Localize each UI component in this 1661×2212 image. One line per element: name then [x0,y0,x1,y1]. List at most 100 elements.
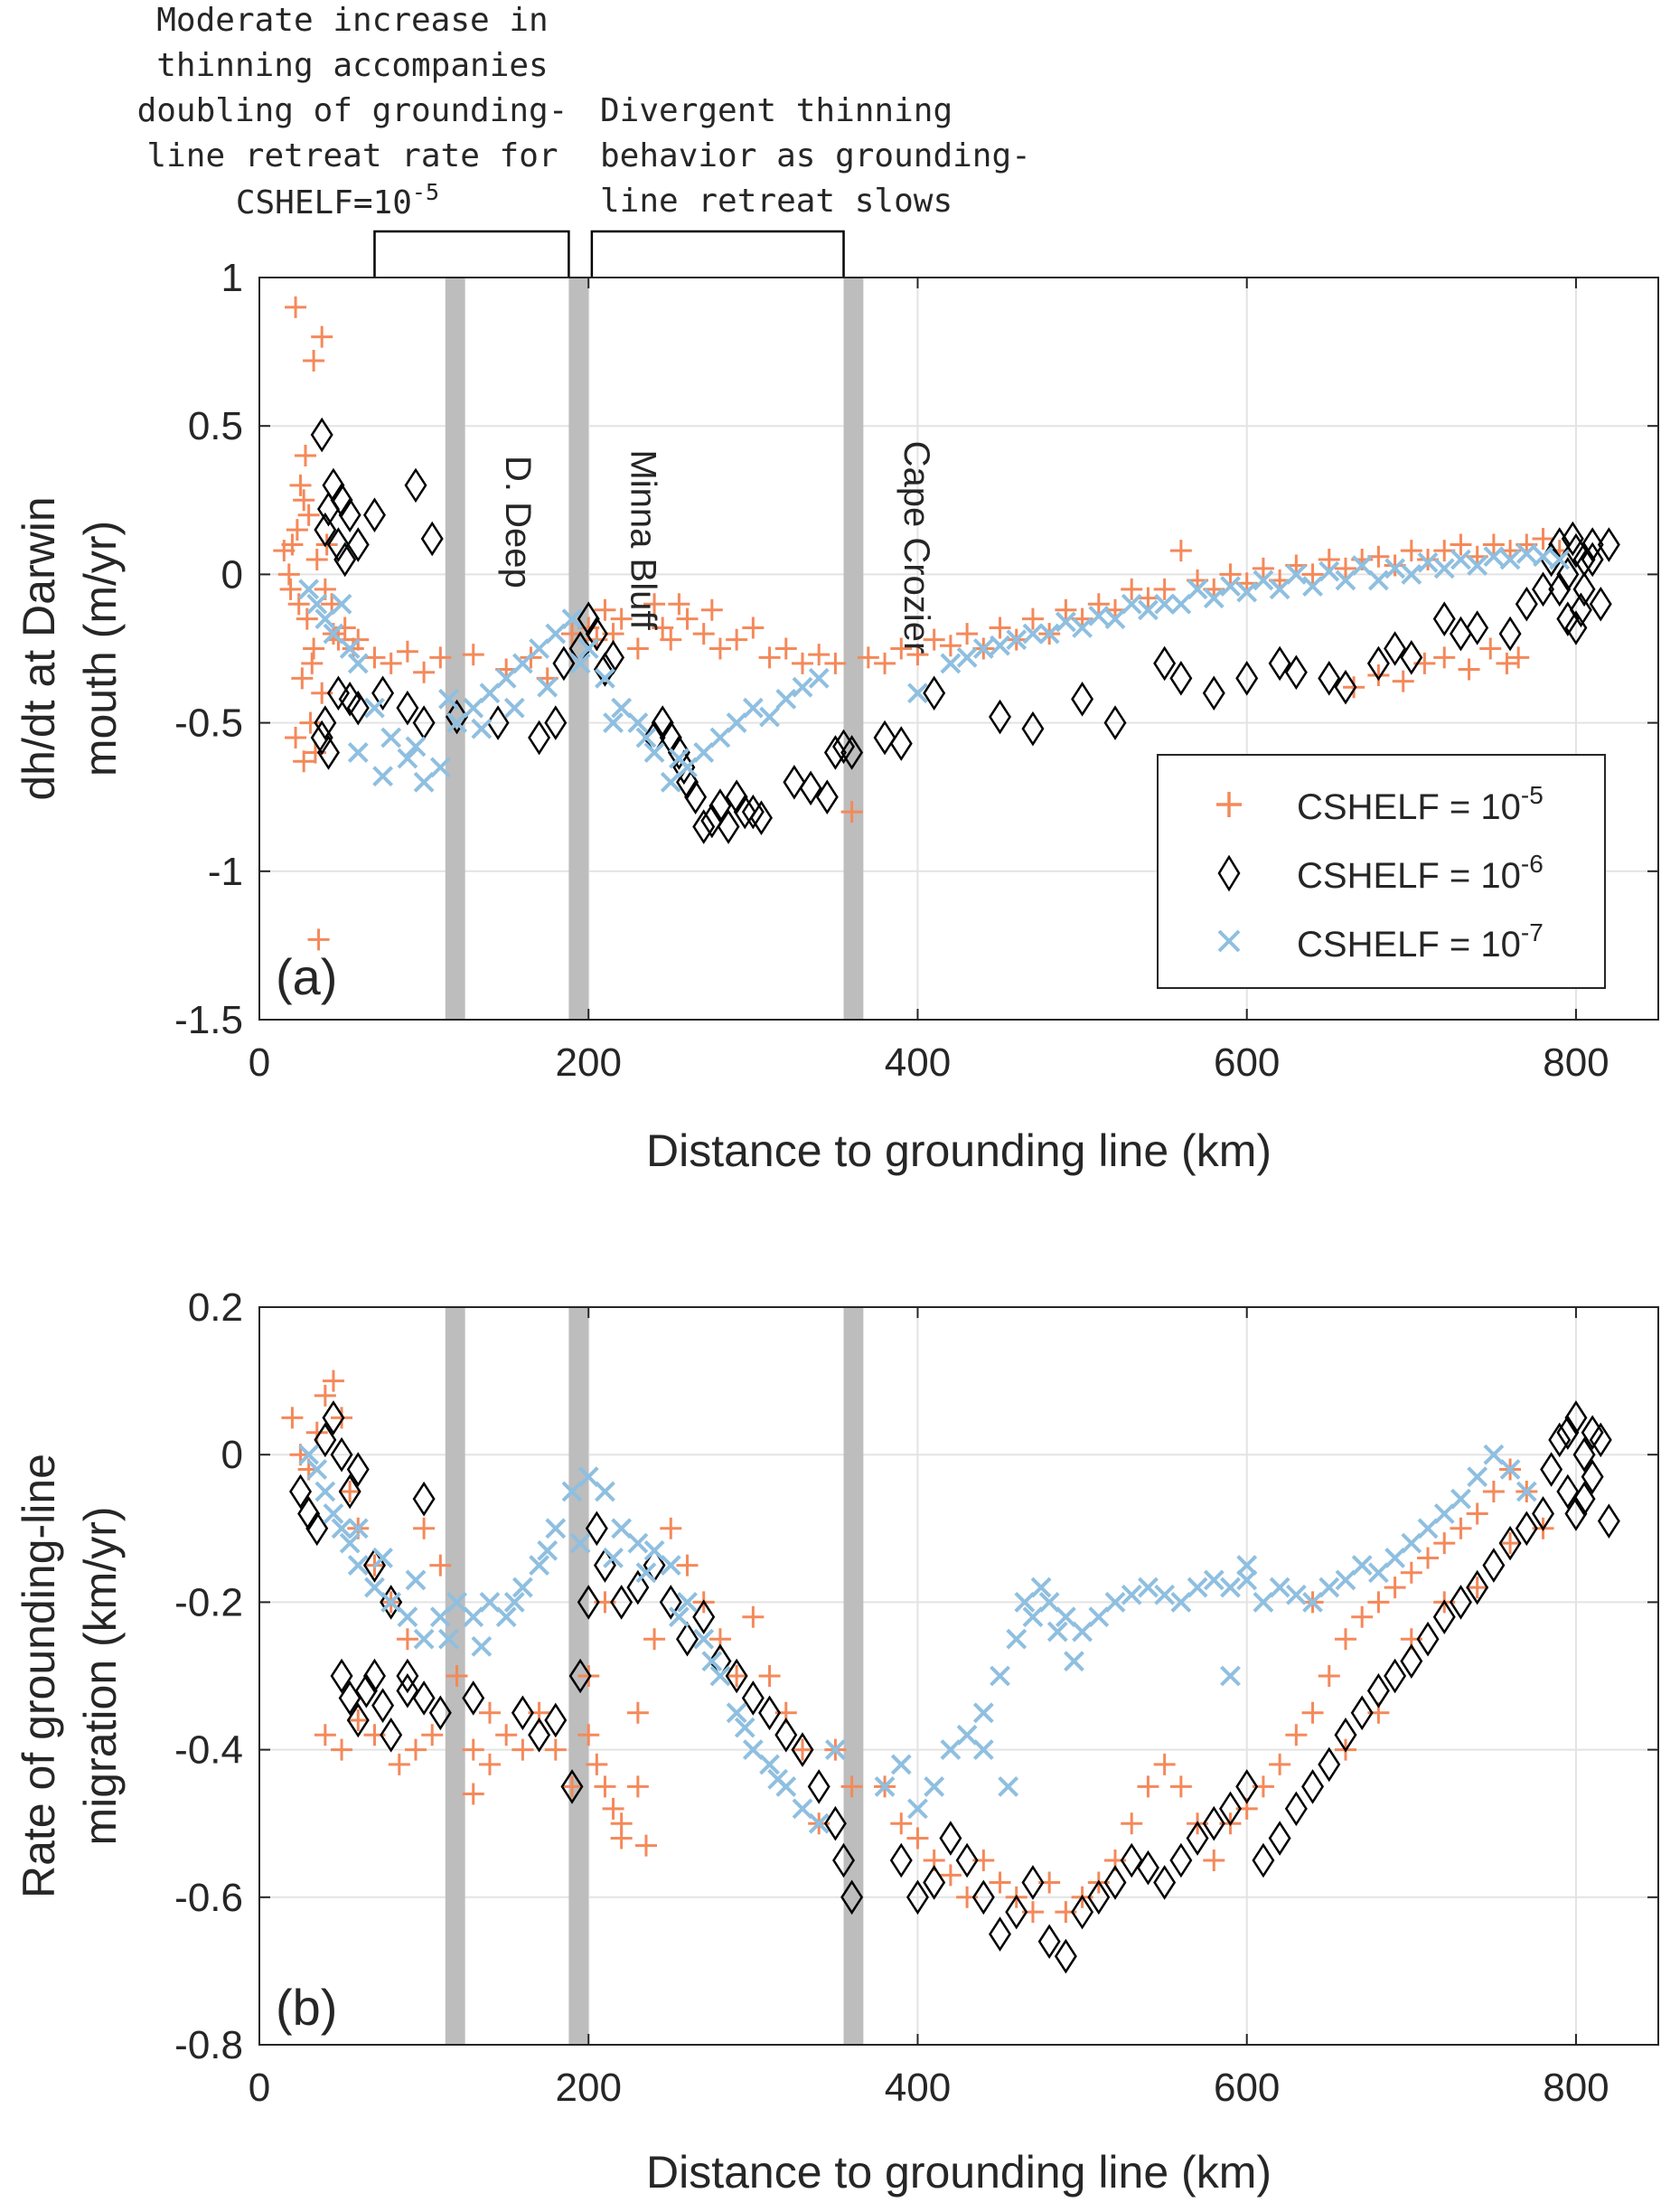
plus-marker [511,1738,534,1761]
diamond-marker [560,1769,584,1804]
x-marker [1335,569,1356,591]
plus-marker [1367,545,1390,568]
diamond-marker [1120,1842,1143,1878]
plus-marker [626,1701,649,1724]
diamond-marker [1235,1769,1259,1804]
plus-marker [1466,1577,1488,1599]
x-marker [990,635,1010,656]
diamond-marker [1466,1569,1489,1605]
diamond-marker [1416,1621,1440,1657]
y-tick-label: 0 [221,1433,243,1477]
plus-marker [363,646,386,669]
panel-b-label: (b) [276,1979,337,2036]
plus-marker [643,1628,666,1651]
x-marker [561,1481,583,1502]
x-marker [1367,1562,1389,1584]
diamond-marker [1153,1865,1177,1900]
diamond-marker [322,1400,345,1435]
diamond-marker [544,1702,568,1738]
plus-marker [1169,540,1192,562]
x-marker [940,653,962,674]
x-marker [577,638,599,659]
x-marker [907,682,928,704]
plus-marker [1417,1547,1440,1569]
x-marker [429,1606,451,1628]
plus-marker [586,1753,608,1775]
plus-marker [462,1783,484,1805]
diamond-marker [1202,675,1225,711]
diamond-marker [692,809,716,844]
panel-a-y-axis-label-line-2: mouth (m/yr) [75,521,126,777]
annotation-1-base: CSHELF=10 [236,184,412,221]
x-marker [503,1591,525,1613]
plus-marker [610,607,633,630]
annotation-1-line-2: thinning accompanies [156,47,548,84]
panel-b: 0 200 400 600 800 -0.8 -0.6 -0.4 -0.2 0 0.2 Distan… [14,1285,1659,2198]
diamond-marker [1334,669,1357,705]
x-marker [1499,1459,1521,1480]
x-marker [372,1548,394,1568]
plus-marker [1269,1753,1291,1775]
x-marker [1269,1577,1290,1598]
x-marker [1401,1532,1422,1554]
plus-marker [294,445,316,467]
plus-marker [446,1665,468,1687]
legend-label-2: CSHELF = 10-6 [1297,850,1544,896]
diamond-marker [338,497,361,533]
plus-marker [758,646,781,669]
plus-marker [1384,1577,1406,1599]
x-marker [1450,1488,1471,1510]
diamond-marker [610,1585,633,1620]
plus-marker [273,540,296,562]
diamond-marker [1581,527,1604,562]
plus-marker [939,635,962,657]
panel-a-label: (a) [276,948,337,1005]
plus-marker [1433,646,1456,669]
x-marker [874,1775,896,1797]
diamond-marker [989,1916,1012,1952]
x-marker [446,1591,467,1613]
diamond-marker [1153,645,1177,682]
x-marker [380,1591,402,1613]
x-marker [314,1481,336,1502]
diamond-marker [1432,1599,1456,1635]
plus-marker [1343,676,1365,699]
x-marker [677,1591,698,1613]
diamond-marker [1103,705,1127,740]
series-3 [298,1444,1537,1834]
x-marker [479,1591,501,1613]
plus-marker [314,1724,336,1746]
panel-a-marks [273,296,1620,951]
diamond-marker [1021,1865,1045,1900]
x-marker [1064,1651,1084,1672]
x-marker [1187,1577,1208,1598]
panel-a-x-axis-label: Distance to grounding line (km) [646,1125,1272,1176]
x-tick-label: 800 [1543,2066,1609,2110]
plus-marker [660,628,682,651]
diamond-marker [989,699,1012,735]
annotation-2-line-3: line retreat slows [600,183,952,220]
plus-marker [277,563,300,586]
x-marker [767,1768,789,1790]
x-marker [545,623,567,645]
x-marker [306,593,328,615]
panel-a-ticks: 0 200 400 600 800 -1.5 -1 -0.5 0 0.5 1 [174,256,1658,1085]
diamond-marker [774,1717,798,1753]
diamond-marker [528,720,551,756]
plus-marker [1153,578,1176,600]
x-marker [1302,576,1323,597]
x-marker [1014,1591,1036,1613]
x-marker [503,697,525,719]
diamond-marker [1548,1422,1572,1458]
plus-marker [281,1407,304,1429]
legend-marker-diamond [1217,854,1241,892]
diamond-marker [1581,1459,1604,1494]
plus-marker [906,1827,929,1850]
location-label-3: Cape Crozier [896,441,936,654]
x-marker [511,653,533,674]
x-marker [1055,1606,1076,1628]
diamond-marker [1136,1850,1159,1886]
plus-marker [989,617,1011,639]
plus-marker [840,1775,863,1798]
x-marker [1450,549,1471,570]
